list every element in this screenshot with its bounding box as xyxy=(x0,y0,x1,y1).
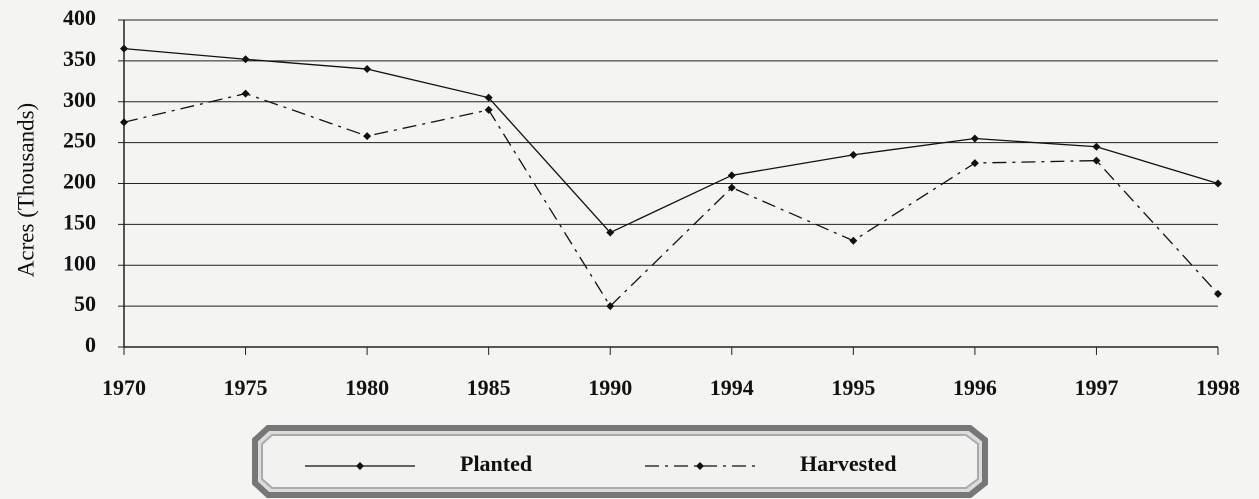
x-tick-label: 1985 xyxy=(467,375,511,400)
x-tick-label: 1996 xyxy=(953,375,997,400)
y-tick-label: 50 xyxy=(74,291,96,316)
y-tick-label: 300 xyxy=(63,87,96,112)
series-line xyxy=(123,47,1219,234)
marker xyxy=(1214,289,1222,298)
marker xyxy=(484,93,493,102)
marker xyxy=(241,89,250,98)
legend-label: Planted xyxy=(460,451,532,476)
y-tick-label: 0 xyxy=(85,332,96,357)
x-tick-label: 1998 xyxy=(1196,375,1240,400)
marker xyxy=(120,44,128,53)
y-tick-label: 100 xyxy=(63,250,96,275)
legend-marker xyxy=(696,462,704,470)
marker xyxy=(727,183,736,192)
marker xyxy=(363,65,372,74)
legend-marker xyxy=(356,462,364,470)
x-tick-label: 1994 xyxy=(710,375,754,400)
y-tick-label: 350 xyxy=(63,46,96,71)
y-tick-label: 200 xyxy=(63,169,96,194)
x-tick-label: 1970 xyxy=(102,375,146,400)
x-tick-label: 1980 xyxy=(345,375,389,400)
marker xyxy=(241,55,250,64)
legend-inner xyxy=(261,434,979,489)
y-tick-label: 250 xyxy=(63,128,96,153)
marker xyxy=(120,118,128,127)
marker xyxy=(970,159,979,168)
marker xyxy=(1214,179,1222,188)
marker xyxy=(970,134,979,143)
marker xyxy=(484,105,493,114)
x-tick-label: 1997 xyxy=(1074,375,1118,400)
x-tick-label: 1995 xyxy=(831,375,875,400)
series-line xyxy=(123,92,1219,308)
y-axis-label: Acres (Thousands) xyxy=(13,103,38,277)
y-tick-label: 150 xyxy=(63,209,96,234)
marker xyxy=(1092,142,1101,151)
x-tick-label: 1975 xyxy=(224,375,268,400)
marker xyxy=(606,302,615,311)
marker xyxy=(849,236,858,245)
marker xyxy=(727,171,736,180)
marker xyxy=(849,150,858,159)
marker xyxy=(606,228,615,237)
marker xyxy=(363,132,372,141)
legend-label: Harvested xyxy=(800,451,897,476)
x-tick-label: 1990 xyxy=(588,375,632,400)
marker xyxy=(1092,156,1101,165)
y-tick-label: 400 xyxy=(63,5,96,30)
